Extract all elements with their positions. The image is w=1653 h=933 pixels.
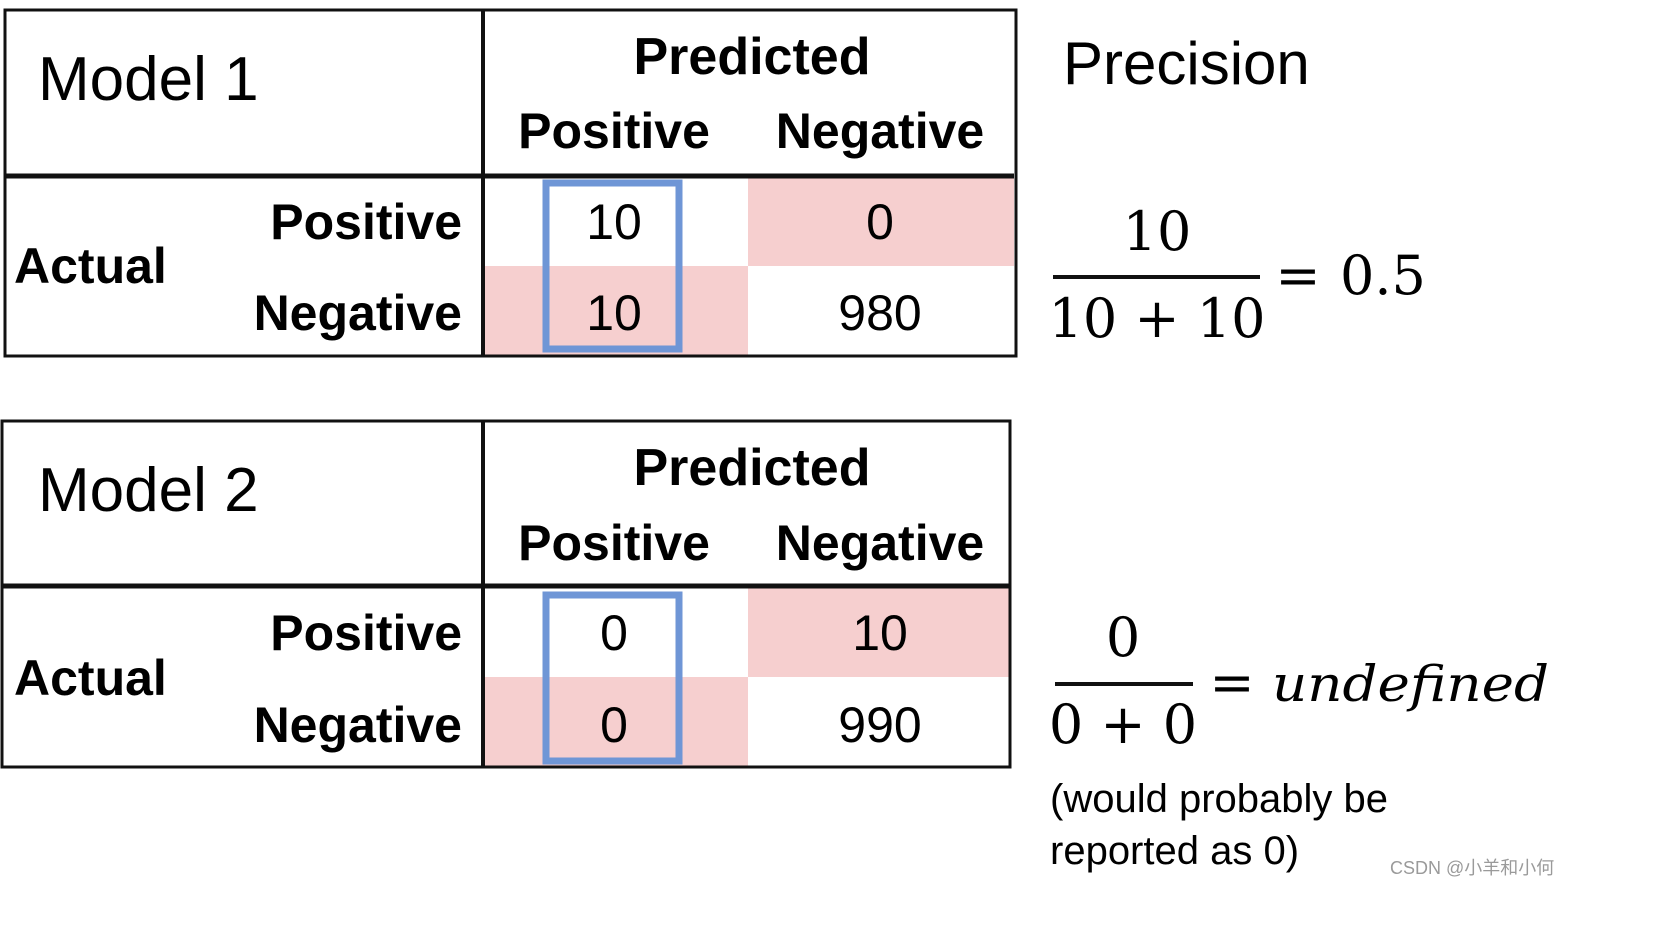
model-1-formula: 10 10 + 10 = 0.5 xyxy=(1048,200,1425,350)
precision-heading: Precision xyxy=(1063,30,1310,97)
model-2-cell-fp-highlight xyxy=(483,677,748,767)
model-2-confusion-matrix: Model 2 Predicted Positive Negative Actu… xyxy=(0,419,1012,769)
model-2-formula-denominator: 0 + 0 xyxy=(1049,693,1197,756)
model-1-cell-tn: 980 xyxy=(838,285,921,341)
model-1-cell-fp: 10 xyxy=(586,285,642,341)
model-1-confusion-matrix: Model 1 Predicted Positive Negative Actu… xyxy=(3,8,1018,358)
model-2-formula-numerator: 0 xyxy=(1106,606,1140,669)
model-2-cell-fn: 10 xyxy=(852,605,908,661)
model-2-row-negative: Negative xyxy=(254,697,462,753)
model-2-actual-label: Actual xyxy=(14,650,167,706)
model-2-frame xyxy=(0,419,1012,769)
model-2-col-positive: Positive xyxy=(518,515,710,571)
model-2-cell-tn: 990 xyxy=(838,697,921,753)
model-2-title: Model 2 xyxy=(38,456,259,525)
model-1-title: Model 1 xyxy=(38,45,259,114)
model-2-predicted-label: Predicted xyxy=(634,439,871,497)
model-2-cell-tp: 0 xyxy=(600,605,628,661)
model-1-actual-label: Actual xyxy=(14,238,167,294)
model-1-predicted-label: Predicted xyxy=(634,28,871,86)
model-1-predicted-positive-box xyxy=(542,179,683,353)
model-2-formula-result: undefined xyxy=(1272,655,1549,713)
watermark: CSDN @小羊和小何 xyxy=(1390,858,1554,878)
model-2-note-line-2: reported as 0) xyxy=(1050,829,1299,873)
model-2-predicted-positive-box xyxy=(542,591,683,765)
model-1-formula-equals: = xyxy=(1275,244,1320,307)
model-1-formula-denominator: 10 + 10 xyxy=(1048,287,1265,350)
model-1-row-negative: Negative xyxy=(254,285,462,341)
model-2-note-line-1: (would probably be xyxy=(1050,777,1388,821)
model-2-cell-fp: 0 xyxy=(600,697,628,753)
model-2-formula-equals: = xyxy=(1209,651,1254,714)
model-2-col-negative: Negative xyxy=(776,515,984,571)
model-2-formula: 0 0 + 0 = undefined xyxy=(1049,606,1549,756)
model-2-row-positive: Positive xyxy=(270,605,462,661)
model-1-cell-fp-highlight xyxy=(483,266,748,356)
model-1-frame xyxy=(3,8,1018,358)
model-1-row-positive: Positive xyxy=(270,194,462,250)
model-1-formula-numerator: 10 xyxy=(1123,200,1192,263)
model-1-formula-result: 0.5 xyxy=(1340,244,1426,307)
model-1-cell-fn-highlight xyxy=(748,177,1014,266)
model-2-cell-fn-highlight xyxy=(748,588,1010,677)
model-1-col-positive: Positive xyxy=(518,103,710,159)
model-1-cell-fn: 0 xyxy=(866,194,894,250)
model-1-col-negative: Negative xyxy=(776,103,984,159)
model-1-cell-tp: 10 xyxy=(586,194,642,250)
